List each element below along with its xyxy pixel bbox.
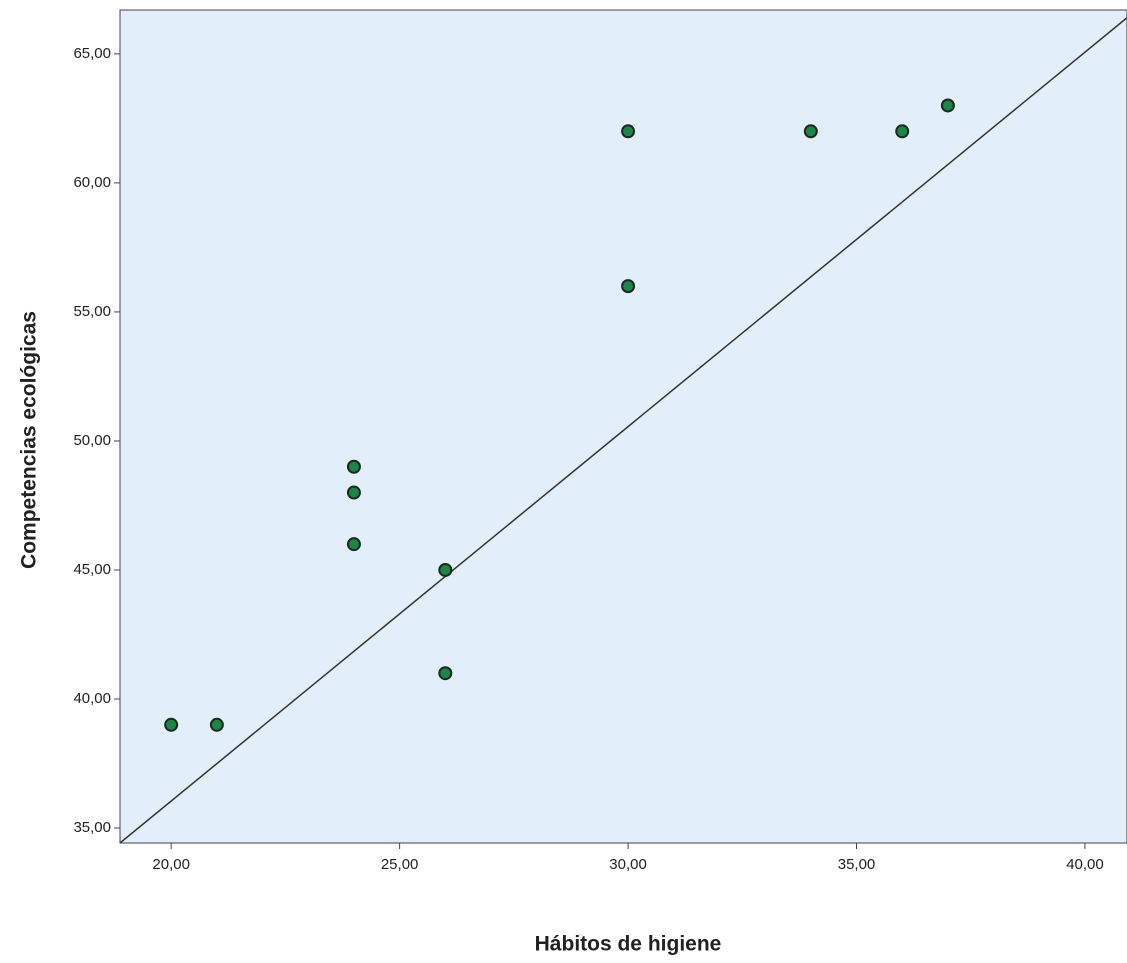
y-tick-label: 60,00: [73, 174, 111, 191]
point: [346, 485, 361, 500]
point: [346, 537, 361, 552]
point: [438, 666, 453, 681]
y-tick-label: 45,00: [73, 561, 111, 578]
point: [164, 717, 179, 732]
point: [621, 124, 636, 139]
point: [346, 459, 361, 474]
y-tick-label: 65,00: [73, 45, 111, 62]
x-axis-label: Hábitos de higiene: [535, 933, 722, 956]
x-tick-label: 40,00: [1066, 856, 1104, 873]
point: [895, 124, 910, 139]
point: [621, 279, 636, 294]
y-tick-label: 35,00: [73, 819, 111, 836]
point: [209, 717, 224, 732]
y-tick-label: 50,00: [73, 432, 111, 449]
x-tick-label: 25,00: [381, 856, 419, 873]
y-axis-label: Competencias ecológicas: [18, 311, 41, 569]
x-tick-label: 20,00: [152, 856, 190, 873]
x-tick-label: 30,00: [609, 856, 647, 873]
y-tick-label: 40,00: [73, 690, 111, 707]
point: [940, 98, 955, 113]
point: [438, 562, 453, 577]
point: [803, 124, 818, 139]
plot-area: [119, 9, 1127, 844]
x-tick-label: 35,00: [838, 856, 876, 873]
y-tick-label: 55,00: [73, 303, 111, 320]
reference-line: [119, 17, 1127, 844]
